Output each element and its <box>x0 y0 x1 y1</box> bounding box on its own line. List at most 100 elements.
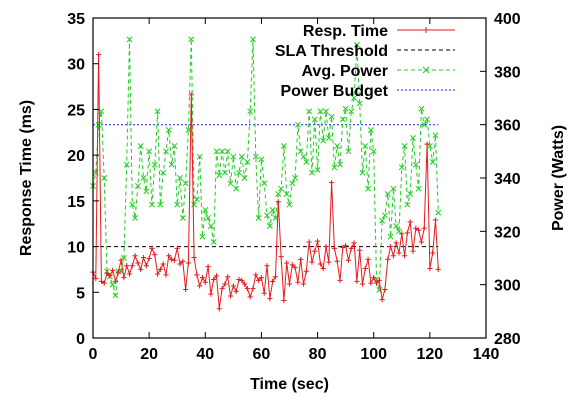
data-point <box>191 201 198 208</box>
legend-marker <box>422 66 430 74</box>
data-point <box>340 244 346 251</box>
data-point <box>210 239 217 245</box>
data-point <box>202 279 208 285</box>
y-left-tick-label: 20 <box>67 148 85 165</box>
data-point <box>387 243 394 250</box>
data-point <box>98 278 105 284</box>
data-point <box>323 243 329 250</box>
data-point <box>311 116 318 123</box>
data-point <box>432 132 439 139</box>
data-point <box>244 286 250 292</box>
data-point <box>413 225 419 231</box>
data-point <box>194 272 200 278</box>
data-point <box>356 100 363 107</box>
y-left-tick-label: 35 <box>67 11 85 28</box>
data-point <box>222 281 228 287</box>
data-point <box>368 280 374 286</box>
data-point <box>303 159 310 165</box>
data-point <box>326 259 332 265</box>
series-points-resp-time <box>90 51 441 312</box>
data-point <box>393 240 399 246</box>
y-right-tick-label: 320 <box>494 224 521 241</box>
data-point <box>205 215 212 221</box>
data-point <box>216 306 222 312</box>
data-point <box>171 257 178 263</box>
data-point <box>253 272 259 278</box>
data-point <box>283 191 290 197</box>
data-point <box>168 161 175 168</box>
data-point <box>334 258 340 264</box>
data-point <box>169 256 175 262</box>
data-point <box>298 256 304 262</box>
data-point <box>357 247 363 253</box>
data-point <box>331 245 338 251</box>
series-line-avg-power <box>92 39 439 296</box>
data-point <box>365 256 371 262</box>
data-point <box>427 265 433 272</box>
data-point <box>247 294 253 300</box>
data-point <box>270 278 276 284</box>
data-point <box>342 105 349 112</box>
data-point <box>267 296 273 302</box>
data-point <box>120 255 127 261</box>
data-point <box>359 281 366 287</box>
data-point <box>306 108 313 115</box>
legend-label: Resp. Time <box>303 23 388 40</box>
data-point <box>165 127 172 133</box>
data-point <box>225 274 231 280</box>
data-point <box>328 113 335 120</box>
axis-ticks: 0 20 40 60 80 100 120 140 0 5 10 15 20 25 30 35 280 300 32… <box>67 11 521 363</box>
data-point <box>404 201 411 208</box>
data-point <box>365 185 372 192</box>
y-left-tick-label: 25 <box>67 102 85 119</box>
data-point <box>247 108 254 115</box>
legend-item-resp-time: Resp. Time <box>303 23 455 40</box>
data-point <box>264 212 270 219</box>
data-point <box>312 248 318 254</box>
legend-item-sla-threshold: SLA Threshold <box>275 43 455 60</box>
data-point <box>370 148 377 155</box>
data-point <box>233 288 239 294</box>
data-point <box>216 172 223 179</box>
data-point <box>416 227 422 233</box>
data-point <box>213 148 220 155</box>
data-point <box>314 167 321 173</box>
data-point <box>157 201 164 208</box>
data-point <box>382 286 388 293</box>
data-point <box>118 257 124 263</box>
data-point <box>421 121 428 128</box>
data-point <box>138 266 144 273</box>
data-point <box>154 108 161 115</box>
data-point <box>241 281 248 287</box>
data-point <box>385 256 391 262</box>
data-point <box>294 121 301 128</box>
data-point <box>264 263 270 269</box>
data-point <box>387 233 394 240</box>
data-point <box>109 281 116 288</box>
data-point <box>250 286 256 292</box>
data-point <box>331 164 338 171</box>
data-point <box>412 161 419 168</box>
data-point <box>309 169 315 176</box>
data-point <box>320 265 326 272</box>
data-point <box>317 261 323 267</box>
data-point <box>362 265 368 272</box>
data-point <box>410 248 416 254</box>
data-point <box>424 116 431 123</box>
data-point <box>435 209 442 216</box>
data-point <box>180 258 186 264</box>
data-point <box>112 278 119 284</box>
data-point <box>376 277 382 283</box>
data-point <box>241 175 248 181</box>
y-right-tick-label: 280 <box>494 331 521 348</box>
data-point <box>129 201 136 208</box>
data-point <box>123 161 130 168</box>
data-point <box>418 239 425 245</box>
data-point <box>174 245 180 251</box>
data-point <box>134 183 141 189</box>
data-point <box>238 153 245 160</box>
data-point <box>230 283 236 289</box>
data-point <box>115 269 121 275</box>
data-point <box>236 169 242 176</box>
data-point <box>221 169 228 176</box>
